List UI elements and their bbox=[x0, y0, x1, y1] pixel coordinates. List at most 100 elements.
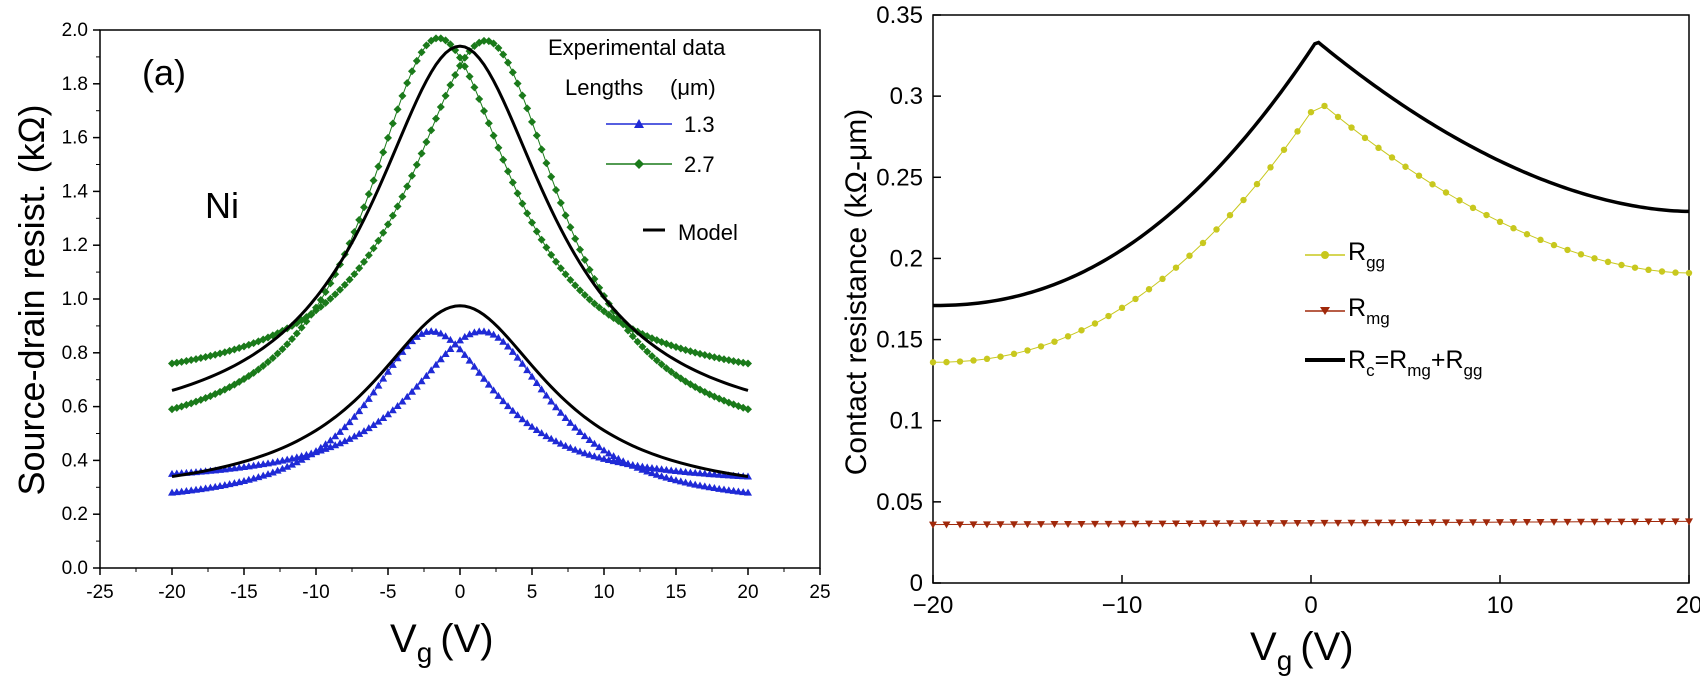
left-y-tick-label: 1.6 bbox=[62, 128, 88, 149]
data-point-1-3 bbox=[480, 374, 488, 382]
data-point-1-3 bbox=[364, 424, 373, 432]
data-point-2-7 bbox=[576, 286, 584, 295]
data-point-1-3 bbox=[532, 426, 541, 434]
data-point-1-3 bbox=[705, 470, 714, 478]
data-point-rgg bbox=[1429, 181, 1436, 188]
data-point-1-3 bbox=[412, 332, 421, 340]
data-point-1-3 bbox=[417, 329, 426, 337]
data-point-rgg bbox=[1672, 269, 1679, 276]
data-point-1-3 bbox=[504, 402, 512, 410]
data-point-2-7 bbox=[249, 368, 258, 377]
data-point-2-7 bbox=[374, 236, 383, 245]
data-point-1-3 bbox=[336, 439, 344, 447]
left-y-tick-label: 0.0 bbox=[62, 558, 88, 579]
model-curve-model-l-1-3 bbox=[171, 304, 749, 479]
legend-rc-mid: =R bbox=[1375, 346, 1408, 374]
right-y-tick-label: 0.25 bbox=[876, 164, 923, 191]
data-point-1-3 bbox=[547, 397, 556, 405]
data-point-2-7 bbox=[360, 257, 368, 266]
data-point-rmg bbox=[1145, 520, 1153, 528]
data-point-2-7 bbox=[518, 91, 527, 100]
data-point-rgg bbox=[1469, 204, 1477, 212]
data-point-rmg bbox=[1617, 518, 1626, 526]
data-point-1-3 bbox=[460, 332, 469, 340]
right-y-tick-label: 0.35 bbox=[876, 2, 923, 29]
data-point-2-7 bbox=[470, 42, 479, 51]
left-x-axis-sub: g bbox=[417, 637, 433, 668]
data-point-2-7 bbox=[662, 364, 671, 373]
data-point-rgg bbox=[1186, 252, 1193, 259]
data-point-rmg bbox=[1347, 519, 1356, 527]
left-x-axis-unit: (V) bbox=[440, 617, 493, 661]
data-point-1-3 bbox=[489, 386, 498, 394]
data-point-2-7 bbox=[345, 275, 354, 284]
data-point-2-7 bbox=[580, 291, 589, 300]
data-point-1-3 bbox=[638, 465, 647, 473]
data-point-2-7 bbox=[470, 83, 479, 92]
left-x-ticks: -25 -20 -15 -10 -5 0 5 10 15 20 25 bbox=[86, 568, 831, 603]
data-point-1-3 bbox=[523, 419, 532, 427]
data-point-1-3 bbox=[369, 420, 378, 428]
data-point-2-7 bbox=[624, 326, 632, 335]
data-point-rmg bbox=[1077, 520, 1086, 528]
left-legend: Experimental data Lengths (μm) 1.3 2.7 M… bbox=[548, 35, 738, 245]
data-point-rgg bbox=[1294, 128, 1301, 135]
data-point-1-3 bbox=[456, 336, 464, 344]
legend-label-rmg: Rmg bbox=[1348, 294, 1390, 328]
data-point-2-7 bbox=[403, 79, 412, 88]
data-point-2-7 bbox=[417, 48, 426, 57]
data-point-1-3 bbox=[388, 360, 397, 368]
data-point-1-3 bbox=[393, 354, 402, 362]
data-point-2-7 bbox=[556, 264, 565, 273]
data-point-2-7 bbox=[331, 290, 340, 299]
data-point-1-3 bbox=[667, 466, 676, 474]
data-point-rmg bbox=[1212, 520, 1221, 528]
data-point-2-7 bbox=[739, 358, 748, 367]
data-point-rgg bbox=[1010, 350, 1018, 358]
data-point-2-7 bbox=[369, 176, 378, 185]
data-point-1-3 bbox=[662, 465, 671, 473]
right-y-tick-label: 0 bbox=[910, 570, 923, 597]
data-point-2-7 bbox=[648, 352, 656, 361]
data-point-2-7 bbox=[504, 167, 512, 176]
data-point-1-3 bbox=[552, 403, 560, 411]
right-x-ticks: −20 −10 0 10 20 bbox=[913, 575, 1700, 619]
data-point-1-3 bbox=[398, 397, 407, 405]
data-point-rmg bbox=[956, 521, 964, 529]
data-point-2-7 bbox=[340, 280, 349, 289]
data-point-1-3 bbox=[739, 488, 748, 496]
data-point-2-7 bbox=[494, 44, 503, 53]
data-point-rgg bbox=[1550, 241, 1558, 249]
data-point-1-3 bbox=[393, 401, 402, 409]
data-point-rmg bbox=[1104, 520, 1113, 528]
legend-marker-rmg bbox=[1320, 307, 1330, 315]
data-point-1-3 bbox=[576, 428, 584, 436]
data-point-1-3 bbox=[345, 418, 354, 426]
data-point-1-3 bbox=[604, 449, 613, 457]
data-point-rmg bbox=[1293, 520, 1302, 528]
data-point-1-3 bbox=[422, 371, 431, 379]
data-point-rgg bbox=[1483, 211, 1490, 219]
data-point-1-3 bbox=[571, 423, 580, 431]
data-point-rmg bbox=[1118, 520, 1126, 528]
data-point-2-7 bbox=[744, 405, 752, 414]
data-point-1-3 bbox=[494, 391, 503, 399]
data-point-rmg bbox=[1523, 519, 1531, 527]
data-point-rmg bbox=[1415, 519, 1423, 527]
left-y-tick-label: 0.2 bbox=[62, 504, 88, 525]
data-point-1-3 bbox=[700, 469, 709, 477]
data-point-1-3 bbox=[667, 474, 676, 482]
data-point-rgg bbox=[1496, 218, 1504, 226]
data-point-rgg bbox=[1240, 196, 1247, 204]
data-point-rgg bbox=[1199, 239, 1207, 247]
right-y-tick-label: 0.2 bbox=[890, 245, 923, 272]
data-point-2-7 bbox=[254, 365, 263, 374]
data-point-1-3 bbox=[566, 418, 575, 426]
data-point-1-3 bbox=[686, 468, 695, 476]
data-point-rgg bbox=[1510, 225, 1517, 232]
data-point-rgg bbox=[1442, 189, 1450, 196]
data-point-1-3 bbox=[571, 445, 580, 453]
data-point-2-7 bbox=[552, 257, 560, 266]
data-point-2-7 bbox=[312, 306, 320, 315]
data-point-1-3 bbox=[321, 440, 330, 448]
